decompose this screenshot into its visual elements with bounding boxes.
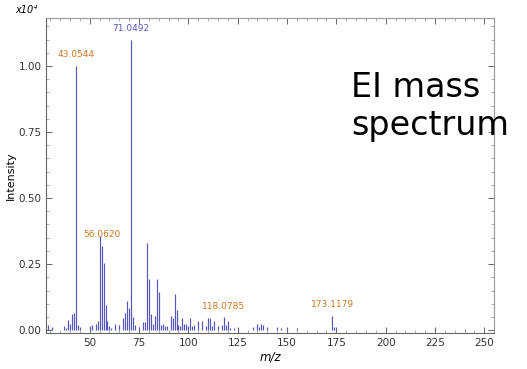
Y-axis label: Intensity: Intensity [6, 151, 16, 200]
Text: EI mass
spectrum: EI mass spectrum [351, 71, 509, 142]
Text: 118.0785: 118.0785 [202, 302, 246, 311]
Text: 173.1179: 173.1179 [311, 300, 354, 309]
X-axis label: m/z: m/z [259, 351, 281, 363]
Text: 56.0620: 56.0620 [83, 230, 120, 239]
Text: 43.0544: 43.0544 [57, 50, 94, 59]
Text: x10⁴: x10⁴ [15, 5, 37, 15]
Text: 71.0492: 71.0492 [113, 24, 150, 33]
